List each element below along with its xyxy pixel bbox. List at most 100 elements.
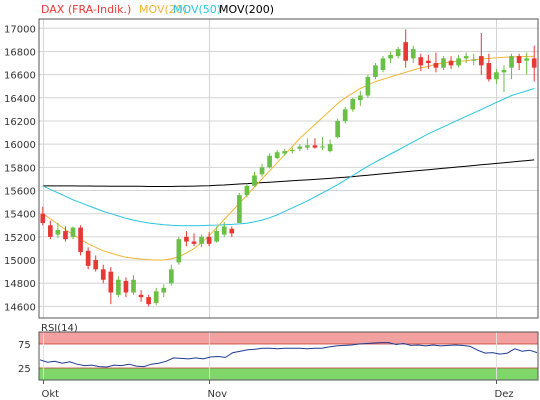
y-tick-label: 14800: [4, 279, 36, 290]
rsi-band: [39, 368, 538, 380]
y-tick-label: 16600: [4, 71, 36, 82]
x-tick-label: Nov: [208, 389, 228, 400]
candle-body: [55, 229, 61, 235]
mov20-line: [42, 55, 535, 261]
candle-body: [274, 152, 280, 159]
candle-body: [380, 58, 386, 70]
candle-body: [448, 60, 454, 66]
candle-body: [456, 58, 461, 66]
candle-body: [176, 239, 182, 263]
legend-mov200: MOV(200): [219, 3, 274, 16]
plot-frames: [38, 18, 539, 384]
rsi-tick-label: 25: [18, 364, 31, 375]
candle-body: [116, 279, 121, 295]
candle-body: [388, 54, 393, 59]
y-tick-label: 15400: [4, 210, 36, 221]
legend-mov50: MOV(50): [173, 3, 221, 16]
candle-body: [161, 287, 167, 293]
rsi-title: RSI(14): [41, 323, 78, 334]
candles: [40, 29, 537, 307]
candle-body: [259, 167, 265, 175]
y-axis-labels: 14600 14800 15000 15200 15400 15600 15800 16000…: [4, 24, 36, 375]
candle-body: [410, 49, 416, 59]
candle-body: [365, 76, 371, 96]
candle-body: [229, 228, 235, 234]
candle-body: [403, 42, 409, 61]
candle-body: [357, 95, 363, 101]
candle-body: [531, 58, 537, 68]
candle-body: [433, 63, 439, 68]
candle-body: [47, 225, 53, 237]
y-tick-label: 14600: [4, 302, 36, 313]
candle-body: [78, 227, 83, 252]
candle-body: [350, 98, 356, 110]
rsi-line: [39, 342, 538, 368]
candle-body: [441, 58, 446, 68]
candle-body: [63, 231, 68, 240]
y-tick-label: 16200: [4, 117, 36, 128]
rsi-band: [39, 332, 538, 344]
candle-body: [373, 65, 378, 77]
candle-body: [524, 58, 530, 61]
candle-body: [131, 279, 136, 293]
main-frame: [38, 18, 539, 319]
rsi-bands: [39, 332, 538, 380]
rsi-tick-label: 75: [18, 340, 31, 351]
main-grid: [39, 19, 538, 318]
y-tick-label: 16800: [4, 47, 36, 58]
y-tick-label: 15600: [4, 187, 36, 198]
candle-body: [146, 297, 151, 305]
candle-body: [221, 226, 227, 235]
x-axis-labels: OktNovDezJan: [42, 389, 514, 400]
candle-body: [297, 146, 303, 149]
candle-body: [426, 60, 431, 64]
candle-body: [214, 231, 220, 242]
candle-body: [244, 185, 250, 196]
y-tick-label: 16000: [4, 140, 36, 151]
candle-body: [237, 195, 242, 223]
legend-mov20: MOV(20): [139, 3, 187, 16]
candle-body: [168, 269, 174, 284]
rsi-frame: [38, 331, 539, 381]
candle-body: [320, 146, 325, 148]
candle-body: [289, 149, 295, 152]
candle-body: [40, 213, 46, 223]
moving-average-lines: [42, 55, 535, 261]
candle-body: [395, 49, 401, 57]
candle-body: [486, 63, 492, 80]
rsi-grid: [39, 332, 538, 380]
candle-body: [100, 269, 106, 280]
candle-body: [123, 280, 129, 293]
candle-body: [501, 69, 507, 73]
candle-body: [342, 109, 348, 121]
candle-body: [252, 175, 257, 186]
candle-body: [418, 57, 424, 66]
candle-body: [184, 236, 189, 242]
candle-body: [478, 56, 484, 66]
candle-body: [509, 56, 514, 68]
candle-body: [153, 291, 159, 303]
candle-body: [191, 241, 197, 244]
mov200-line: [42, 159, 535, 187]
candle-body: [108, 271, 114, 293]
candle-body: [199, 236, 204, 244]
rsi-line-group: [39, 342, 538, 368]
x-tick-label: Dez: [495, 389, 514, 400]
y-tick-label: 15000: [4, 256, 36, 267]
candle-body: [138, 294, 144, 298]
candle-body: [312, 145, 318, 148]
y-tick-label: 15800: [4, 163, 36, 174]
candle-body: [85, 250, 91, 266]
candle-body: [494, 72, 499, 80]
candle-body: [93, 260, 99, 270]
x-tick-label: Okt: [42, 389, 60, 400]
candle-body: [282, 151, 288, 154]
candle-body: [463, 56, 469, 59]
candle-body: [70, 227, 76, 237]
y-tick-label: 15200: [4, 233, 36, 244]
mov50-line: [42, 88, 535, 227]
candle-body: [267, 155, 272, 168]
legend-dax: DAX (FRA-Indik.): [41, 3, 131, 16]
